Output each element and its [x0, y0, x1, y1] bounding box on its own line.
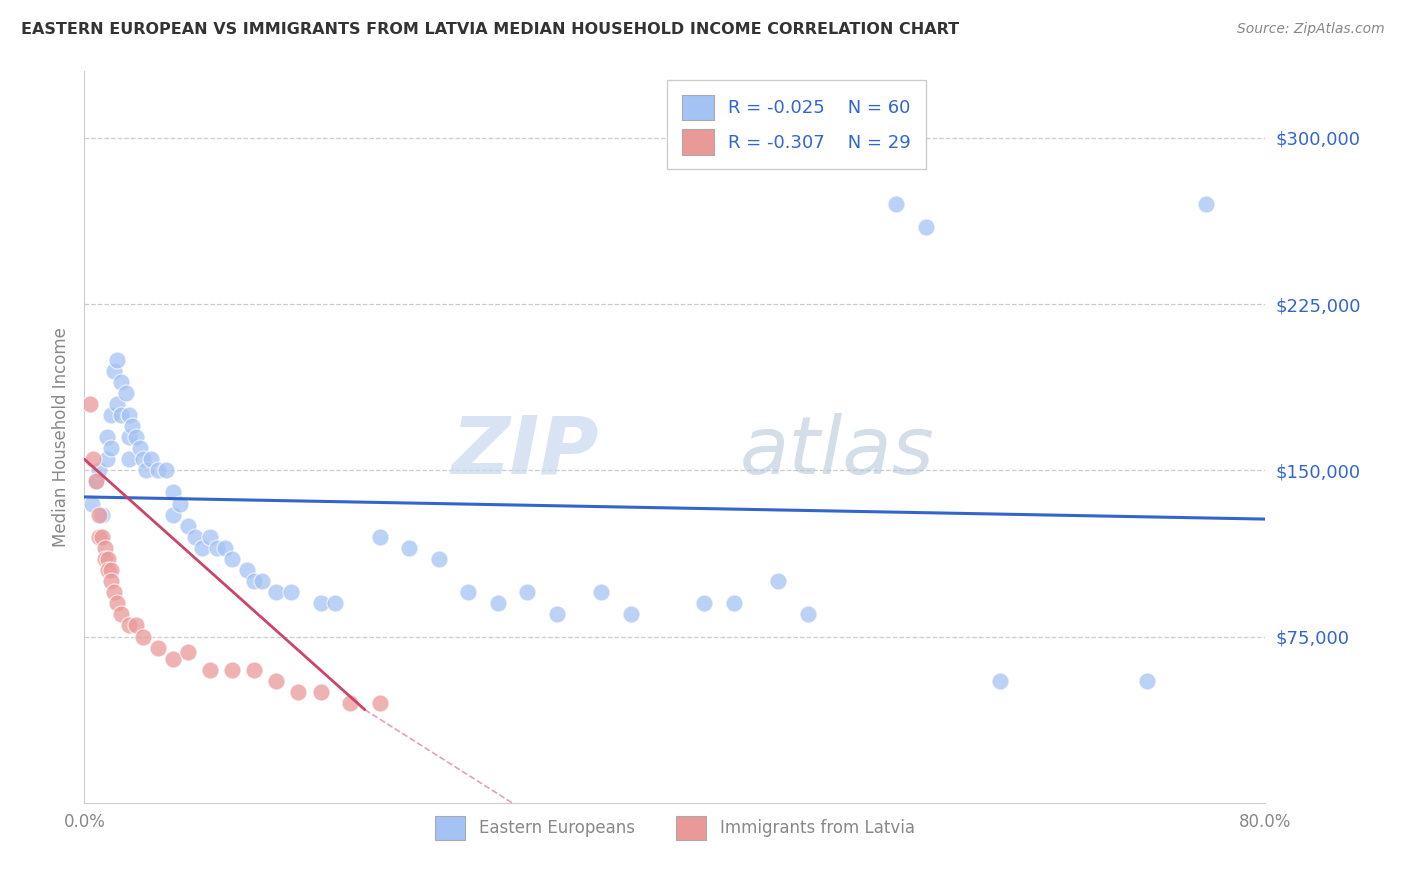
Point: [96, 452, 118, 467]
Point: [118, 618, 141, 632]
Point: [132, 452, 155, 467]
Point: [97, 552, 120, 566]
Point: [135, 463, 157, 477]
Point: [236, 563, 259, 577]
Point: [457, 585, 479, 599]
Point: [214, 541, 236, 555]
Point: [84, 475, 107, 489]
Point: [129, 441, 152, 455]
Point: [797, 607, 820, 622]
Point: [191, 541, 214, 555]
Point: [169, 497, 191, 511]
Point: [693, 596, 716, 610]
Point: [1136, 673, 1159, 688]
Point: [177, 645, 200, 659]
Point: [177, 518, 200, 533]
Point: [96, 430, 118, 444]
Point: [84, 475, 107, 489]
Point: [162, 651, 184, 665]
Point: [620, 607, 643, 622]
Point: [723, 596, 745, 610]
Point: [266, 673, 288, 688]
Point: [915, 219, 938, 234]
Point: [516, 585, 538, 599]
Legend: Eastern Europeans, Immigrants from Latvia: Eastern Europeans, Immigrants from Latvi…: [422, 803, 928, 853]
Point: [87, 463, 111, 477]
Point: [886, 197, 908, 211]
Point: [427, 552, 450, 566]
Point: [309, 596, 332, 610]
Point: [105, 352, 128, 367]
Point: [162, 508, 184, 522]
Point: [486, 596, 509, 610]
Point: [546, 607, 568, 622]
Point: [768, 574, 790, 589]
Point: [100, 563, 122, 577]
Point: [243, 663, 266, 677]
Text: atlas: atlas: [740, 413, 935, 491]
Point: [148, 640, 170, 655]
Point: [105, 596, 128, 610]
Point: [105, 397, 128, 411]
Point: [94, 552, 117, 566]
Point: [82, 452, 104, 467]
Point: [287, 685, 309, 699]
Point: [80, 497, 103, 511]
Point: [118, 408, 141, 422]
Point: [100, 408, 122, 422]
Text: ZIP: ZIP: [451, 413, 598, 491]
Point: [398, 541, 420, 555]
Point: [118, 430, 141, 444]
Point: [148, 463, 170, 477]
Point: [118, 452, 141, 467]
Point: [87, 530, 111, 544]
Point: [110, 408, 132, 422]
Point: [250, 574, 273, 589]
Point: [198, 530, 221, 544]
Point: [125, 430, 148, 444]
Point: [221, 663, 243, 677]
Point: [198, 663, 221, 677]
Point: [368, 696, 391, 710]
Point: [184, 530, 207, 544]
Point: [221, 552, 243, 566]
Point: [162, 485, 184, 500]
Point: [114, 385, 136, 400]
Point: [100, 441, 122, 455]
Point: [125, 618, 148, 632]
Point: [591, 585, 613, 599]
Y-axis label: Median Household Income: Median Household Income: [52, 327, 70, 547]
Point: [94, 541, 117, 555]
Text: EASTERN EUROPEAN VS IMMIGRANTS FROM LATVIA MEDIAN HOUSEHOLD INCOME CORRELATION C: EASTERN EUROPEAN VS IMMIGRANTS FROM LATV…: [21, 22, 959, 37]
Point: [280, 585, 302, 599]
Point: [79, 397, 101, 411]
Point: [309, 685, 332, 699]
Point: [97, 563, 120, 577]
Point: [1195, 197, 1218, 211]
Text: Source: ZipAtlas.com: Source: ZipAtlas.com: [1237, 22, 1385, 37]
Point: [325, 596, 347, 610]
Point: [100, 574, 122, 589]
Point: [243, 574, 266, 589]
Point: [103, 363, 125, 377]
Point: [110, 607, 132, 622]
Point: [368, 530, 391, 544]
Point: [266, 585, 288, 599]
Point: [121, 419, 143, 434]
Point: [103, 585, 125, 599]
Point: [91, 508, 114, 522]
Point: [155, 463, 177, 477]
Point: [207, 541, 229, 555]
Point: [339, 696, 361, 710]
Point: [988, 673, 1011, 688]
Point: [87, 508, 111, 522]
Point: [132, 630, 155, 644]
Point: [91, 530, 114, 544]
Point: [139, 452, 162, 467]
Point: [110, 375, 132, 389]
